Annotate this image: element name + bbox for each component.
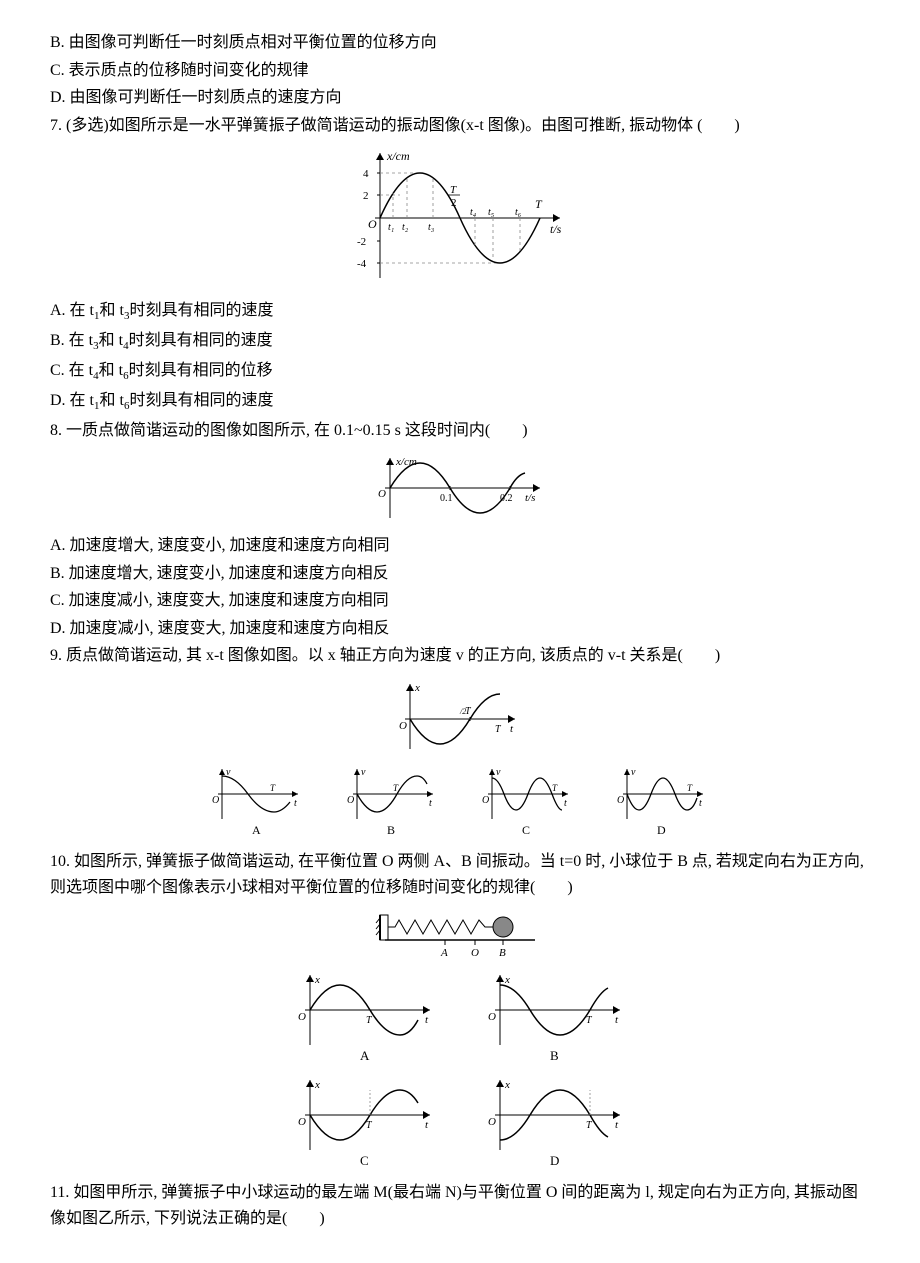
svg-text:O: O xyxy=(482,795,489,806)
svg-text:t: t xyxy=(699,798,702,809)
q8-opt-c: C. 加速度减小, 速度变大, 加速度和速度方向相同 xyxy=(50,588,870,614)
svg-text:-2: -2 xyxy=(357,236,366,248)
svg-text:0.2: 0.2 xyxy=(500,493,513,504)
q10-options-row2: x t O T C x t O T D xyxy=(50,1075,870,1170)
q7-xlabel: t/s xyxy=(550,222,562,236)
svg-text:t: t xyxy=(425,1119,429,1131)
svg-text:v: v xyxy=(361,767,366,778)
svg-text:T: T xyxy=(687,783,693,793)
q8-opt-a: A. 加速度增大, 速度变小, 加速度和速度方向相同 xyxy=(50,533,870,559)
q7-origin: O xyxy=(368,217,377,231)
svg-text:t: t xyxy=(615,1014,619,1026)
q10-opt-c: x t O T C xyxy=(290,1075,440,1170)
svg-text:B: B xyxy=(499,947,506,959)
q9-opt-c: v t O T C xyxy=(480,764,575,839)
q10-spring-figure: A O B xyxy=(50,910,870,960)
svg-text:t₁: t₁ xyxy=(388,222,394,233)
q6-opt-d: D. 由图像可判断任一时刻质点的速度方向 xyxy=(50,85,870,111)
q8-figure: x/cm t/s O 0.1 0.2 xyxy=(50,453,870,523)
q8-opt-b: B. 加速度增大, 速度变小, 加速度和速度方向相反 xyxy=(50,561,870,587)
svg-text:x/cm: x/cm xyxy=(395,456,417,468)
svg-text:O: O xyxy=(378,488,386,500)
q9-opt-a: v t O T A xyxy=(210,764,305,839)
svg-text:O: O xyxy=(347,795,354,806)
svg-text:O: O xyxy=(617,795,624,806)
svg-text:t: t xyxy=(425,1014,429,1026)
svg-text:T: T xyxy=(366,1120,373,1131)
svg-text:O: O xyxy=(298,1011,306,1023)
svg-text:t₄: t₄ xyxy=(470,207,477,218)
q7-figure: x/cm t/s O 4 2 -2 -4 t₁ t₂ t₃ t₄ t₅ t₆ T… xyxy=(50,148,870,288)
svg-text:v: v xyxy=(496,767,501,778)
svg-text:T: T xyxy=(366,1015,373,1026)
q9-opt-d: v t O T D xyxy=(615,764,710,839)
svg-text:D: D xyxy=(657,823,666,837)
q7-stem: 7. (多选)如图所示是一水平弹簧振子做简谐运动的振动图像(x-t 图像)。由图… xyxy=(50,113,870,139)
svg-text:x: x xyxy=(314,1079,320,1091)
svg-text:t: t xyxy=(429,798,432,809)
q9-options: v t O T A v t O T B v t O T C v t O T D xyxy=(50,764,870,839)
svg-text:O: O xyxy=(212,795,219,806)
q6-opt-b: B. 由图像可判断任一时刻质点相对平衡位置的位移方向 xyxy=(50,30,870,56)
svg-text:t₂: t₂ xyxy=(402,222,409,233)
svg-text:C: C xyxy=(522,823,530,837)
svg-text:T: T xyxy=(552,783,558,793)
svg-text:2: 2 xyxy=(363,190,369,202)
svg-text:t₆: t₆ xyxy=(515,207,522,218)
svg-text:C: C xyxy=(360,1153,369,1168)
svg-text:/2: /2 xyxy=(459,707,466,716)
q7-opt-a: A. 在 t1和 t3时刻具有相同的速度 xyxy=(50,298,870,326)
q9-stem: 9. 质点做简谐运动, 其 x-t 图像如图。以 x 轴正方向为速度 v 的正方… xyxy=(50,643,870,669)
svg-text:O: O xyxy=(471,947,479,959)
q7-opt-c: C. 在 t4和 t6时刻具有相同的位移 xyxy=(50,358,870,386)
q10-opt-a: x t O T A xyxy=(290,970,440,1065)
svg-text:t: t xyxy=(294,798,297,809)
svg-text:t: t xyxy=(510,723,514,735)
svg-text:4: 4 xyxy=(363,168,369,180)
q9-figure: x t O T /2 T xyxy=(50,679,870,754)
svg-text:A: A xyxy=(252,823,261,837)
q7-ylabel: x/cm xyxy=(386,149,410,163)
q7-opt-d: D. 在 t1和 t6时刻具有相同的速度 xyxy=(50,388,870,416)
q7-opt-b: B. 在 t3和 t4时刻具有相同的速度 xyxy=(50,328,870,356)
svg-text:D: D xyxy=(550,1153,559,1168)
q10-opt-d: x t O T D xyxy=(480,1075,630,1170)
svg-text:A: A xyxy=(360,1048,370,1063)
svg-text:O: O xyxy=(488,1116,496,1128)
svg-text:x: x xyxy=(414,682,420,694)
svg-text:t: t xyxy=(615,1119,619,1131)
svg-text:O: O xyxy=(399,720,407,732)
svg-text:B: B xyxy=(387,823,395,837)
svg-text:T: T xyxy=(495,724,502,735)
q10-options-row1: x t O T A x t O T B xyxy=(50,970,870,1065)
svg-text:t₅: t₅ xyxy=(488,207,495,218)
q8-stem: 8. 一质点做简谐运动的图像如图所示, 在 0.1~0.15 s 这段时间内( … xyxy=(50,418,870,444)
svg-text:v: v xyxy=(631,767,636,778)
svg-text:T: T xyxy=(586,1120,593,1131)
q6-opt-c: C. 表示质点的位移随时间变化的规律 xyxy=(50,58,870,84)
svg-text:O: O xyxy=(298,1116,306,1128)
svg-text:x: x xyxy=(504,1079,510,1091)
svg-text:T: T xyxy=(270,783,276,793)
svg-text:2: 2 xyxy=(451,197,457,209)
q9-opt-b: v t O T B xyxy=(345,764,440,839)
svg-text:0.1: 0.1 xyxy=(440,493,453,504)
svg-text:T: T xyxy=(450,184,457,196)
svg-text:t: t xyxy=(564,798,567,809)
svg-text:t₃: t₃ xyxy=(428,222,435,233)
svg-text:-4: -4 xyxy=(357,258,367,270)
svg-text:A: A xyxy=(440,947,448,959)
svg-text:T: T xyxy=(586,1015,593,1026)
svg-text:x: x xyxy=(314,974,320,986)
svg-text:B: B xyxy=(550,1048,559,1063)
svg-text:T: T xyxy=(535,197,543,211)
q8-opt-d: D. 加速度减小, 速度变大, 加速度和速度方向相反 xyxy=(50,616,870,642)
svg-text:O: O xyxy=(488,1011,496,1023)
q10-opt-b: x t O T B xyxy=(480,970,630,1065)
svg-text:t/s: t/s xyxy=(525,492,535,504)
q10-stem: 10. 如图所示, 弹簧振子做简谐运动, 在平衡位置 O 两侧 A、B 间振动。… xyxy=(50,849,870,900)
svg-text:x: x xyxy=(504,974,510,986)
